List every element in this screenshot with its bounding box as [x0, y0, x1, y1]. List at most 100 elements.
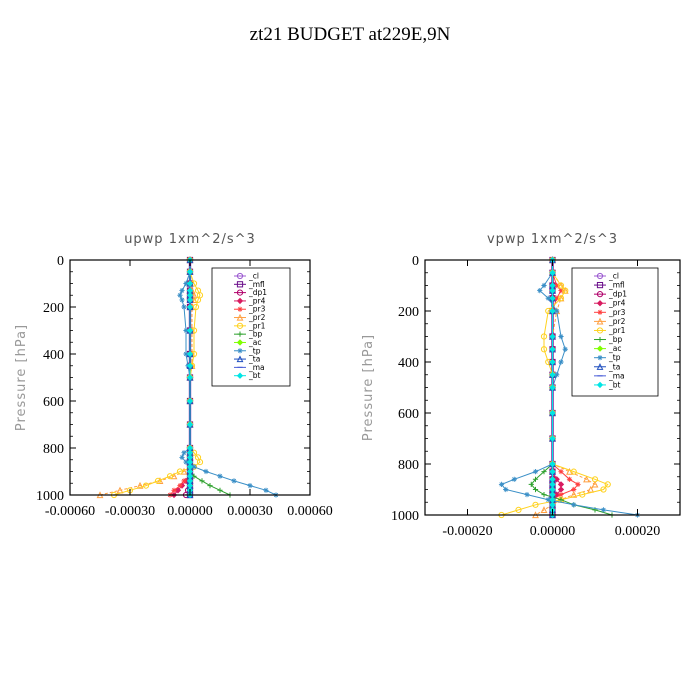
data-point-pr2: [591, 480, 599, 488]
y-tick-label: 600: [398, 407, 419, 422]
data-point-bt: [549, 384, 556, 391]
data-point-bt: [186, 421, 194, 428]
data-point-pr1: [192, 303, 200, 311]
data-point-tp: [511, 476, 517, 482]
legend-label: _dp1: [248, 288, 267, 297]
data-point-tp: [541, 282, 547, 289]
data-point-pr1: [532, 501, 539, 508]
data-point-bt: [186, 327, 194, 334]
legend-marker-dp1: [596, 291, 604, 298]
data-point-tp: [183, 459, 189, 465]
data-point-pr2: [136, 481, 144, 489]
legend-label: _ma: [248, 363, 265, 372]
data-point-bt: [549, 460, 556, 468]
legend-marker-bt: [596, 381, 604, 389]
legend-label: _bp: [608, 335, 623, 344]
data-point-tp: [545, 497, 551, 503]
data-point-pr1: [142, 482, 150, 489]
data-point-tp: [545, 295, 551, 301]
data-point-bt: [186, 296, 194, 304]
y-tick-label: 200: [43, 301, 64, 316]
data-point-tp: [191, 464, 197, 470]
data-point-bt: [549, 371, 556, 378]
data-point-pr3: [554, 295, 560, 301]
legend-label: _mfl: [248, 280, 265, 289]
legend-marker-mfl: [236, 281, 244, 288]
data-point-tp: [503, 486, 509, 493]
data-point-tp: [558, 333, 564, 340]
legend-label: _mfl: [608, 281, 625, 290]
data-point-tp: [537, 288, 543, 294]
data-point-bt: [186, 397, 194, 405]
data-point-bp: [207, 483, 213, 489]
legend-label: _ac: [248, 338, 261, 347]
data-point-bp: [532, 476, 539, 482]
data-point-pr3: [571, 486, 577, 493]
data-point-pr1: [196, 459, 204, 466]
data-point-tp: [554, 308, 560, 314]
legend-marker-bt: [236, 372, 244, 379]
legend-label: _cl: [608, 272, 619, 281]
data-point-tp: [181, 450, 187, 456]
data-point-bt: [549, 333, 556, 340]
y-tick-label: 400: [398, 356, 419, 371]
data-point-bp: [532, 486, 539, 493]
data-point-tp: [263, 487, 269, 493]
series-line-pr2: [99, 260, 195, 496]
data-point-pr1: [579, 491, 586, 498]
data-point-pr1: [540, 346, 548, 353]
data-point-bt: [549, 358, 556, 366]
x-tick-label: 0.00030: [227, 504, 273, 519]
data-point-tp: [498, 481, 505, 487]
panel-title: vpwp 1xm^2/s^3: [487, 232, 618, 247]
y-tick-label: 400: [43, 348, 64, 363]
legend-label: _pr4: [608, 299, 626, 308]
legend-label: _pr1: [248, 321, 266, 330]
data-point-bt: [186, 268, 194, 275]
y-tick-label: 200: [398, 305, 419, 320]
legend-marker-bp: [237, 331, 243, 337]
x-tick-label: -0.00020: [442, 524, 492, 539]
data-point-tp: [600, 507, 607, 513]
legend-label: _ta: [608, 362, 620, 371]
x-tick-label: 0.00020: [615, 524, 661, 539]
legend: _cl_mfl_dp1_pr4_pr3_pr2_pr1_bp_ac_tp_ta_…: [211, 267, 291, 387]
legend-marker-pr2: [236, 313, 244, 321]
data-point-bt: [549, 307, 556, 315]
data-point-pr3: [558, 288, 564, 294]
legend-label: _pr3: [608, 308, 626, 317]
y-tick-label: 0: [57, 254, 64, 269]
panel-title: upwp 1xm^2/s^3: [124, 232, 256, 247]
series-group: [498, 256, 641, 519]
data-point-bt: [186, 280, 194, 287]
legend-marker-ta: [596, 363, 604, 370]
data-point-tp: [562, 346, 568, 352]
data-point-bt: [186, 303, 194, 311]
legend-marker-ac: [596, 345, 604, 352]
data-point-bt: [549, 295, 556, 302]
panel-upwp: upwp 1xm^2/s^3 Pressure [hPa] 0 200 400 600 80…: [14, 232, 333, 519]
y-tick-label: 1000: [36, 489, 64, 504]
data-point-bt: [186, 362, 194, 369]
data-point-tp: [231, 478, 237, 484]
series-group: [96, 256, 279, 499]
legend-label: _bt: [608, 380, 621, 389]
data-point-pr1: [600, 486, 607, 493]
data-point-pr3: [181, 478, 187, 484]
legend-label: _pr2: [248, 313, 266, 322]
legend-marker-bp: [597, 336, 603, 343]
legend-label: _bp: [248, 330, 263, 339]
data-point-pr1: [562, 287, 569, 294]
data-point-pr3: [171, 487, 177, 493]
legend-marker-pr2: [596, 317, 604, 325]
legend-marker-ta: [236, 355, 244, 363]
legend-label: _pr4: [248, 296, 266, 305]
data-point-pr1: [194, 296, 202, 304]
data-point-pr3: [554, 282, 560, 289]
legend-label: _pr3: [248, 305, 266, 314]
x-tick-label: -0.00060: [45, 504, 95, 519]
data-point-pr4: [553, 476, 560, 483]
data-point-pr4: [174, 487, 182, 494]
legend-marker-tp: [237, 348, 243, 354]
data-point-bp: [199, 478, 205, 484]
